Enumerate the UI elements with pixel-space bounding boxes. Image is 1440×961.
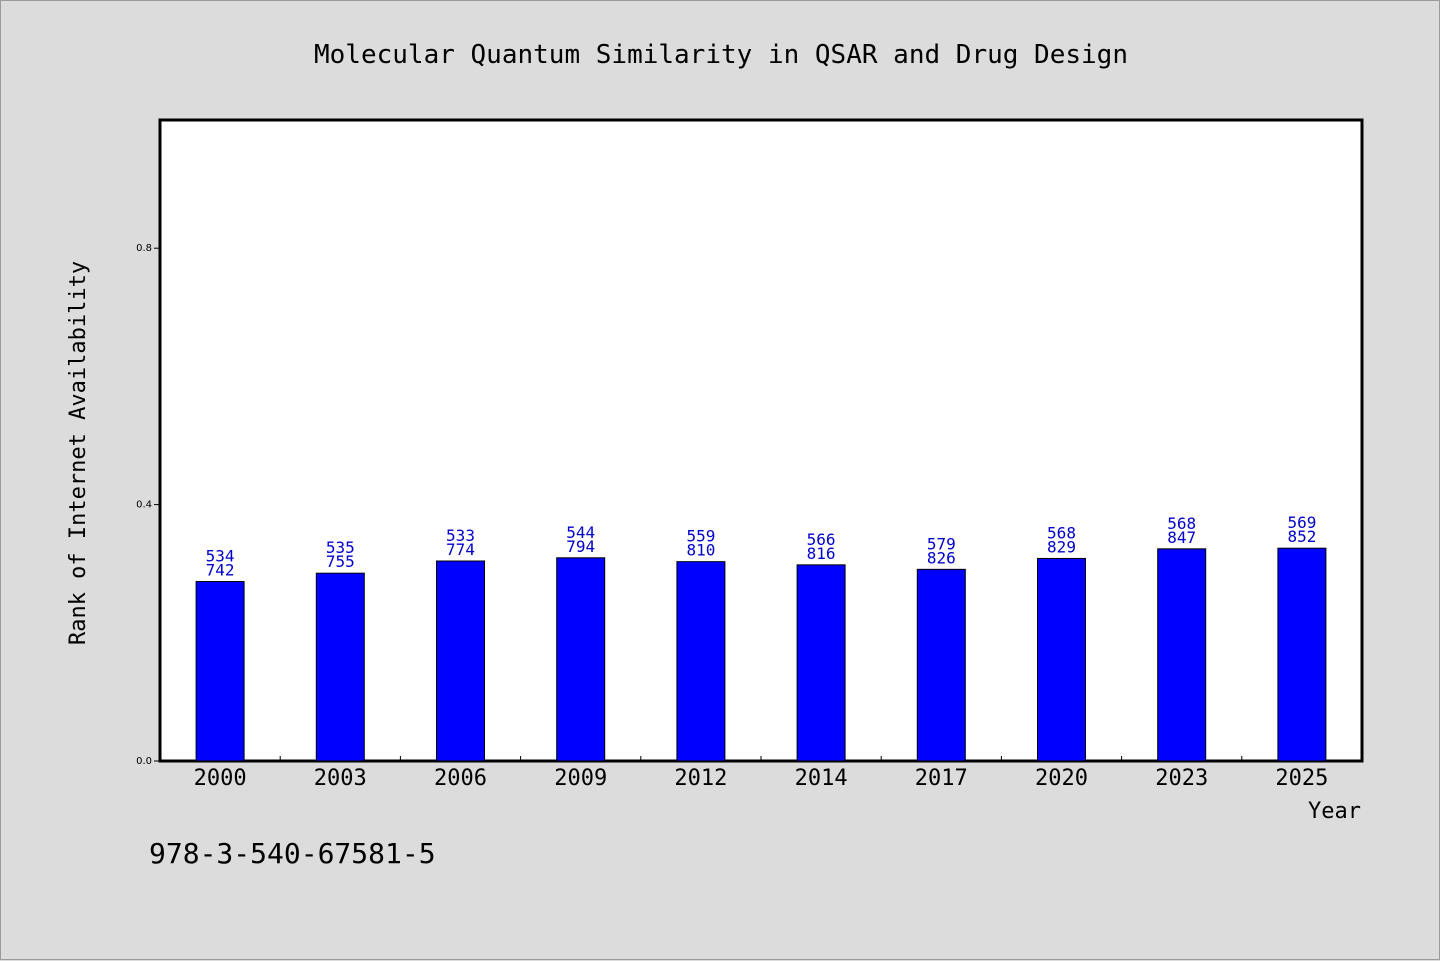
bar-label-bottom: 794 xyxy=(566,537,595,556)
bar-label-top: 544 xyxy=(566,523,595,542)
bar xyxy=(916,568,966,762)
bar xyxy=(195,581,245,762)
x-tick-label: 2012 xyxy=(674,766,727,791)
bar xyxy=(315,572,365,762)
bar xyxy=(436,560,485,762)
y-tick-label: 0.0 xyxy=(136,756,152,767)
bar-label-bottom: 755 xyxy=(326,552,355,571)
bar-label-bottom: 826 xyxy=(927,548,956,567)
x-tick-label: 2000 xyxy=(194,766,247,791)
bar-label-top: 569 xyxy=(1287,513,1316,532)
x-tick-label: 2003 xyxy=(314,766,367,791)
x-tick-label: 2009 xyxy=(554,766,607,791)
y-axis-label: Rank of Internet Availability xyxy=(66,261,91,645)
x-tick-label: 2020 xyxy=(1035,766,1088,791)
bars-group xyxy=(195,547,1327,762)
bar-label-bottom: 852 xyxy=(1287,527,1316,546)
chart-title: Molecular Quantum Similarity in QSAR and… xyxy=(314,40,1128,70)
x-axis-label: Year xyxy=(1308,799,1361,824)
data-labels-group: 5347425357555337745447945598105668165798… xyxy=(206,513,1317,579)
isbn-text: 978-3-540-67581-5 xyxy=(149,837,436,870)
bar-label-top: 534 xyxy=(206,547,235,566)
x-tick-label: 2017 xyxy=(915,766,968,791)
bar-label-bottom: 847 xyxy=(1167,528,1196,547)
y-axis-ticks: 0.0 0.4 0.8 xyxy=(136,243,160,767)
bar-label-top: 579 xyxy=(927,534,956,553)
bar xyxy=(1277,547,1327,762)
x-tick-label: 2025 xyxy=(1275,766,1328,791)
bar-label-top: 566 xyxy=(807,530,836,549)
x-axis-ticks: 2000 2003 2006 2009 2012 2014 2017 2020 2023 2025 xyxy=(194,756,1328,791)
y-tick-label: 0.8 xyxy=(136,243,152,254)
bar-label-bottom: 742 xyxy=(206,561,235,580)
y-tick-label: 0.4 xyxy=(136,500,152,511)
bar-label-top: 559 xyxy=(686,527,715,546)
bar xyxy=(1157,548,1207,762)
bar-label-top: 568 xyxy=(1167,514,1196,533)
bar-label-top: 535 xyxy=(326,538,355,557)
bar-label-top: 568 xyxy=(1047,523,1076,542)
bar-label-bottom: 816 xyxy=(807,544,836,563)
bar-label-bottom: 774 xyxy=(446,540,475,559)
bar-label-bottom: 810 xyxy=(686,541,715,560)
x-tick-label: 2014 xyxy=(795,766,848,791)
x-tick-label: 2023 xyxy=(1155,766,1208,791)
x-tick-label: 2006 xyxy=(434,766,487,791)
bar xyxy=(676,561,726,762)
bar-label-top: 533 xyxy=(446,526,475,545)
bar xyxy=(1037,557,1086,762)
bar xyxy=(796,564,846,762)
bar xyxy=(556,557,606,762)
bar-label-bottom: 829 xyxy=(1047,537,1076,556)
